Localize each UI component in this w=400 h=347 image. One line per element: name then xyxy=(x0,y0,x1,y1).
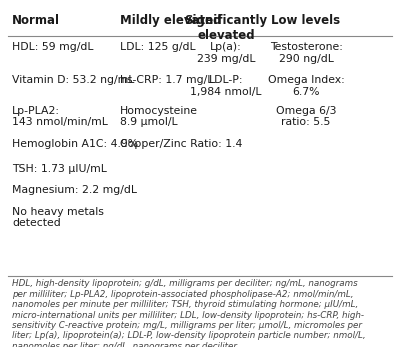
Text: Lp-PLA2:
143 nmol/min/mL: Lp-PLA2: 143 nmol/min/mL xyxy=(12,106,108,127)
Text: hs-CRP: 1.7 mg/L: hs-CRP: 1.7 mg/L xyxy=(120,75,213,85)
Text: No heavy metals
detected: No heavy metals detected xyxy=(12,207,104,228)
Text: Omega 6/3
ratio: 5.5: Omega 6/3 ratio: 5.5 xyxy=(276,106,336,127)
Text: LDL-P:
1,984 nmol/L: LDL-P: 1,984 nmol/L xyxy=(190,75,262,97)
Text: HDL, high-density lipoprotein; g/dL, milligrams per deciliter; ng/mL, nanograms
: HDL, high-density lipoprotein; g/dL, mil… xyxy=(12,279,366,347)
Text: Copper/Zinc Ratio: 1.4: Copper/Zinc Ratio: 1.4 xyxy=(120,139,242,149)
Text: Mildly elevated: Mildly elevated xyxy=(120,14,222,27)
Text: Vitamin D: 53.2 ng/mL: Vitamin D: 53.2 ng/mL xyxy=(12,75,134,85)
Text: Magnesium: 2.2 mg/dL: Magnesium: 2.2 mg/dL xyxy=(12,185,137,195)
Text: Significantly
elevated: Significantly elevated xyxy=(184,14,268,42)
Text: LDL: 125 g/dL: LDL: 125 g/dL xyxy=(120,42,196,52)
Text: Omega Index:
6.7%: Omega Index: 6.7% xyxy=(268,75,344,97)
Text: Testosterone:
290 ng/dL: Testosterone: 290 ng/dL xyxy=(270,42,342,64)
Text: Hemoglobin A1C: 4.9%: Hemoglobin A1C: 4.9% xyxy=(12,139,138,149)
Text: Normal: Normal xyxy=(12,14,60,27)
Text: Lp(a):
239 mg/dL: Lp(a): 239 mg/dL xyxy=(197,42,255,64)
Text: Low levels: Low levels xyxy=(272,14,340,27)
Text: Homocysteine
8.9 μmol/L: Homocysteine 8.9 μmol/L xyxy=(120,106,198,127)
Text: HDL: 59 mg/dL: HDL: 59 mg/dL xyxy=(12,42,94,52)
Text: TSH: 1.73 μIU/mL: TSH: 1.73 μIU/mL xyxy=(12,164,107,174)
